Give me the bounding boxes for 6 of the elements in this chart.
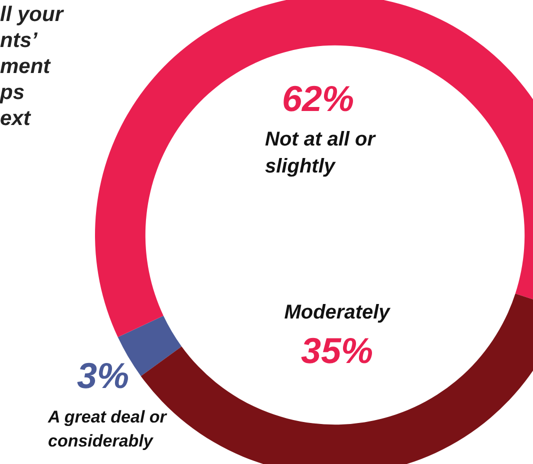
slice-label: A great deal or considerably [47,408,168,451]
data-label: 62% [282,78,354,119]
slice-label: Not at all or slightly [265,128,376,178]
slice-label: Moderately [284,302,391,324]
data-label: 35% [300,330,374,371]
data-label: 3% [76,354,130,396]
